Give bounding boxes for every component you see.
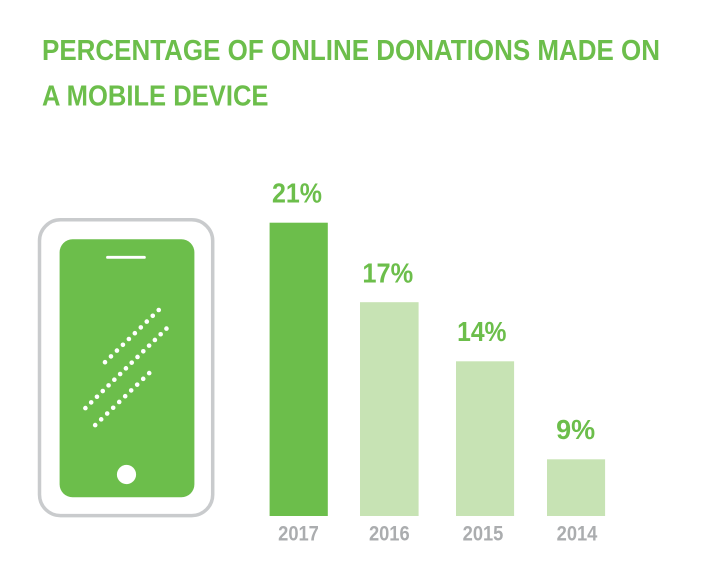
svg-text:A MOBILE DEVICE: A MOBILE DEVICE [42, 80, 269, 112]
svg-text:17%: 17% [362, 257, 413, 288]
svg-text:PERCENTAGE OF ONLINE DONATIONS: PERCENTAGE OF ONLINE DONATIONS MADE ON [42, 35, 660, 67]
svg-text:2017: 2017 [278, 520, 319, 545]
svg-text:21%: 21% [272, 177, 322, 208]
svg-text:2016: 2016 [369, 520, 410, 545]
svg-text:9%: 9% [556, 414, 595, 445]
svg-text:14%: 14% [457, 316, 506, 347]
svg-text:2015: 2015 [463, 520, 504, 545]
svg-text:2014: 2014 [557, 520, 598, 545]
